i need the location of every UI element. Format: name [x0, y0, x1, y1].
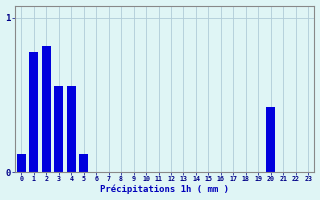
X-axis label: Précipitations 1h ( mm ): Précipitations 1h ( mm )	[100, 185, 229, 194]
Bar	[29, 52, 38, 172]
Bar	[17, 154, 26, 172]
Bar	[54, 86, 63, 172]
Bar	[67, 86, 76, 172]
Bar	[79, 154, 88, 172]
Bar	[266, 107, 276, 172]
Bar	[42, 46, 51, 172]
